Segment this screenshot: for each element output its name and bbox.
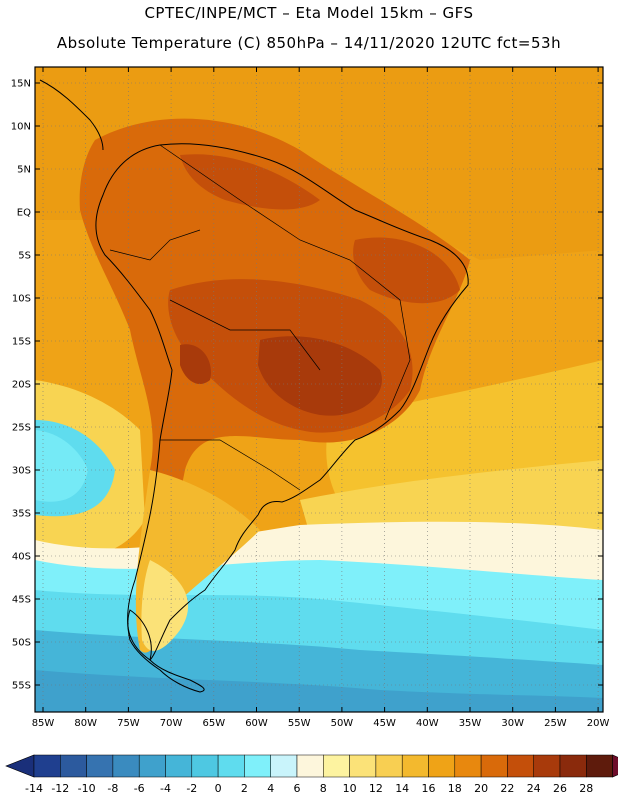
colorbar-over-arrow (612, 754, 618, 778)
field-north-24 (180, 154, 320, 210)
field-northeast-24 (353, 237, 460, 304)
lat-label: 35S (12, 509, 31, 520)
colorbar-swatch (349, 754, 377, 778)
colorbar-swatch (586, 754, 613, 778)
map-frame (34, 66, 604, 713)
colorbar-swatch (244, 754, 271, 778)
colorbar-swatch (60, 754, 87, 778)
lat-label: 15N (11, 79, 31, 90)
colorbar-label: -2 (186, 782, 197, 795)
lon-label: 50W (331, 718, 354, 729)
lat-lon-grid (35, 67, 603, 712)
field-south-neg4 (35, 670, 603, 712)
colorbar-label: 12 (369, 782, 383, 795)
colorbar-swatch (86, 754, 114, 778)
lat-label: 10S (12, 294, 31, 305)
lat-label: 25S (12, 423, 31, 434)
lon-label: 70W (160, 718, 183, 729)
map-variable-title: Absolute Temperature (C) 850hPa – 14/11/… (56, 34, 562, 52)
lat-label: 15S (12, 337, 31, 348)
colorbar-swatch (165, 754, 193, 778)
colorbar-label: 6 (294, 782, 301, 795)
colorbar-swatch (401, 754, 429, 778)
colorbar-label: 2 (241, 782, 248, 795)
coastlines (39, 79, 469, 693)
colorbar-swatch (112, 754, 140, 778)
tierra-del-fuego (127, 609, 152, 661)
lon-label: 40W (416, 718, 439, 729)
lon-label: 30W (501, 718, 524, 729)
lat-label: 40S (12, 552, 31, 563)
lon-label: 55W (288, 718, 311, 729)
lon-label: 25W (544, 718, 567, 729)
colorbar-swatch (296, 754, 324, 778)
colorbar-label: 28 (579, 782, 593, 795)
lon-label: 85W (32, 718, 55, 729)
field-andes-26 (180, 344, 211, 385)
colorbar-label: -8 (107, 782, 118, 795)
colorbar-label: 20 (474, 782, 488, 795)
border-brazil (159, 144, 411, 421)
colorbar-label: 4 (267, 782, 274, 795)
colorbar-swatch (375, 754, 403, 778)
latitude-labels: 15N 10N 5N EQ 5S 10S 15S 20S 25S 30S 35S 40S 45S 50S 5… (11, 79, 603, 692)
colorbar-label: -10 (78, 782, 96, 795)
colorbar-label: -14 (25, 782, 43, 795)
lat-label: 30S (12, 466, 31, 477)
colorbar-label: -4 (160, 782, 171, 795)
lon-label: 60W (245, 718, 268, 729)
colorbar-swatch (191, 754, 219, 778)
colorbar-swatch (533, 754, 561, 778)
colorbar-label: 8 (320, 782, 327, 795)
lon-label: 20W (587, 718, 610, 729)
colorbar-swatch (270, 754, 298, 778)
border-bolivia (169, 299, 321, 371)
field-patagonia-10 (141, 560, 189, 651)
lat-label: 45S (12, 595, 31, 606)
border-argentina (160, 439, 301, 491)
colorbar-swatch (138, 754, 166, 778)
colorbar-swatch (33, 754, 61, 778)
longitude-labels: 85W 80W 75W 70W 65W 60W 55W 50W 45W 40W 35W 30W 25W 2… (32, 67, 610, 729)
colorbar-label: 16 (422, 782, 436, 795)
lon-label: 45W (373, 718, 396, 729)
border-peru (109, 229, 201, 261)
lon-label: 35W (459, 718, 482, 729)
colorbar-swatch (454, 754, 482, 778)
lon-label: 65W (202, 718, 225, 729)
colorbar-label: -6 (134, 782, 145, 795)
colorbar-label: 24 (527, 782, 541, 795)
colorbar-label: 22 (500, 782, 514, 795)
colorbar-swatch (507, 754, 534, 778)
lat-label: 5N (17, 165, 31, 176)
lat-label: 50S (12, 638, 31, 649)
colorbar-swatch (217, 754, 245, 778)
field-land-26 (258, 336, 382, 416)
colorbar-swatch (480, 754, 508, 778)
temperature-field (35, 67, 603, 712)
lat-label: 20S (12, 380, 31, 391)
colorbar-label: 18 (448, 782, 462, 795)
south-america-coast (95, 143, 469, 693)
lat-label: EQ (17, 208, 31, 219)
lon-label: 80W (74, 718, 97, 729)
colorbar-label: 10 (343, 782, 357, 795)
colorbar-label: -12 (51, 782, 69, 795)
colorbar-swatch (323, 754, 350, 778)
colorbar-label: 0 (215, 782, 222, 795)
colorbar-label: 14 (395, 782, 409, 795)
map-source-title: CPTEC/INPE/MCT – Eta Model 15km – GFS (144, 4, 474, 22)
lat-label: 5S (18, 251, 31, 262)
field-pacific-4 (35, 430, 88, 502)
colorbar-swatch (559, 754, 587, 778)
lon-label: 75W (117, 718, 140, 729)
colorbar: -14 -12 -10 -8 -6 -4 -2 0 2 4 6 8 10 12 14 16 18 20 22 24 26… (5, 754, 618, 795)
lat-label: 10N (11, 122, 31, 133)
colorbar-under-arrow (5, 754, 35, 778)
lat-label: 55S (12, 681, 31, 692)
colorbar-swatch (428, 754, 456, 778)
central-america-coast (39, 79, 104, 151)
colorbar-label: 26 (553, 782, 567, 795)
